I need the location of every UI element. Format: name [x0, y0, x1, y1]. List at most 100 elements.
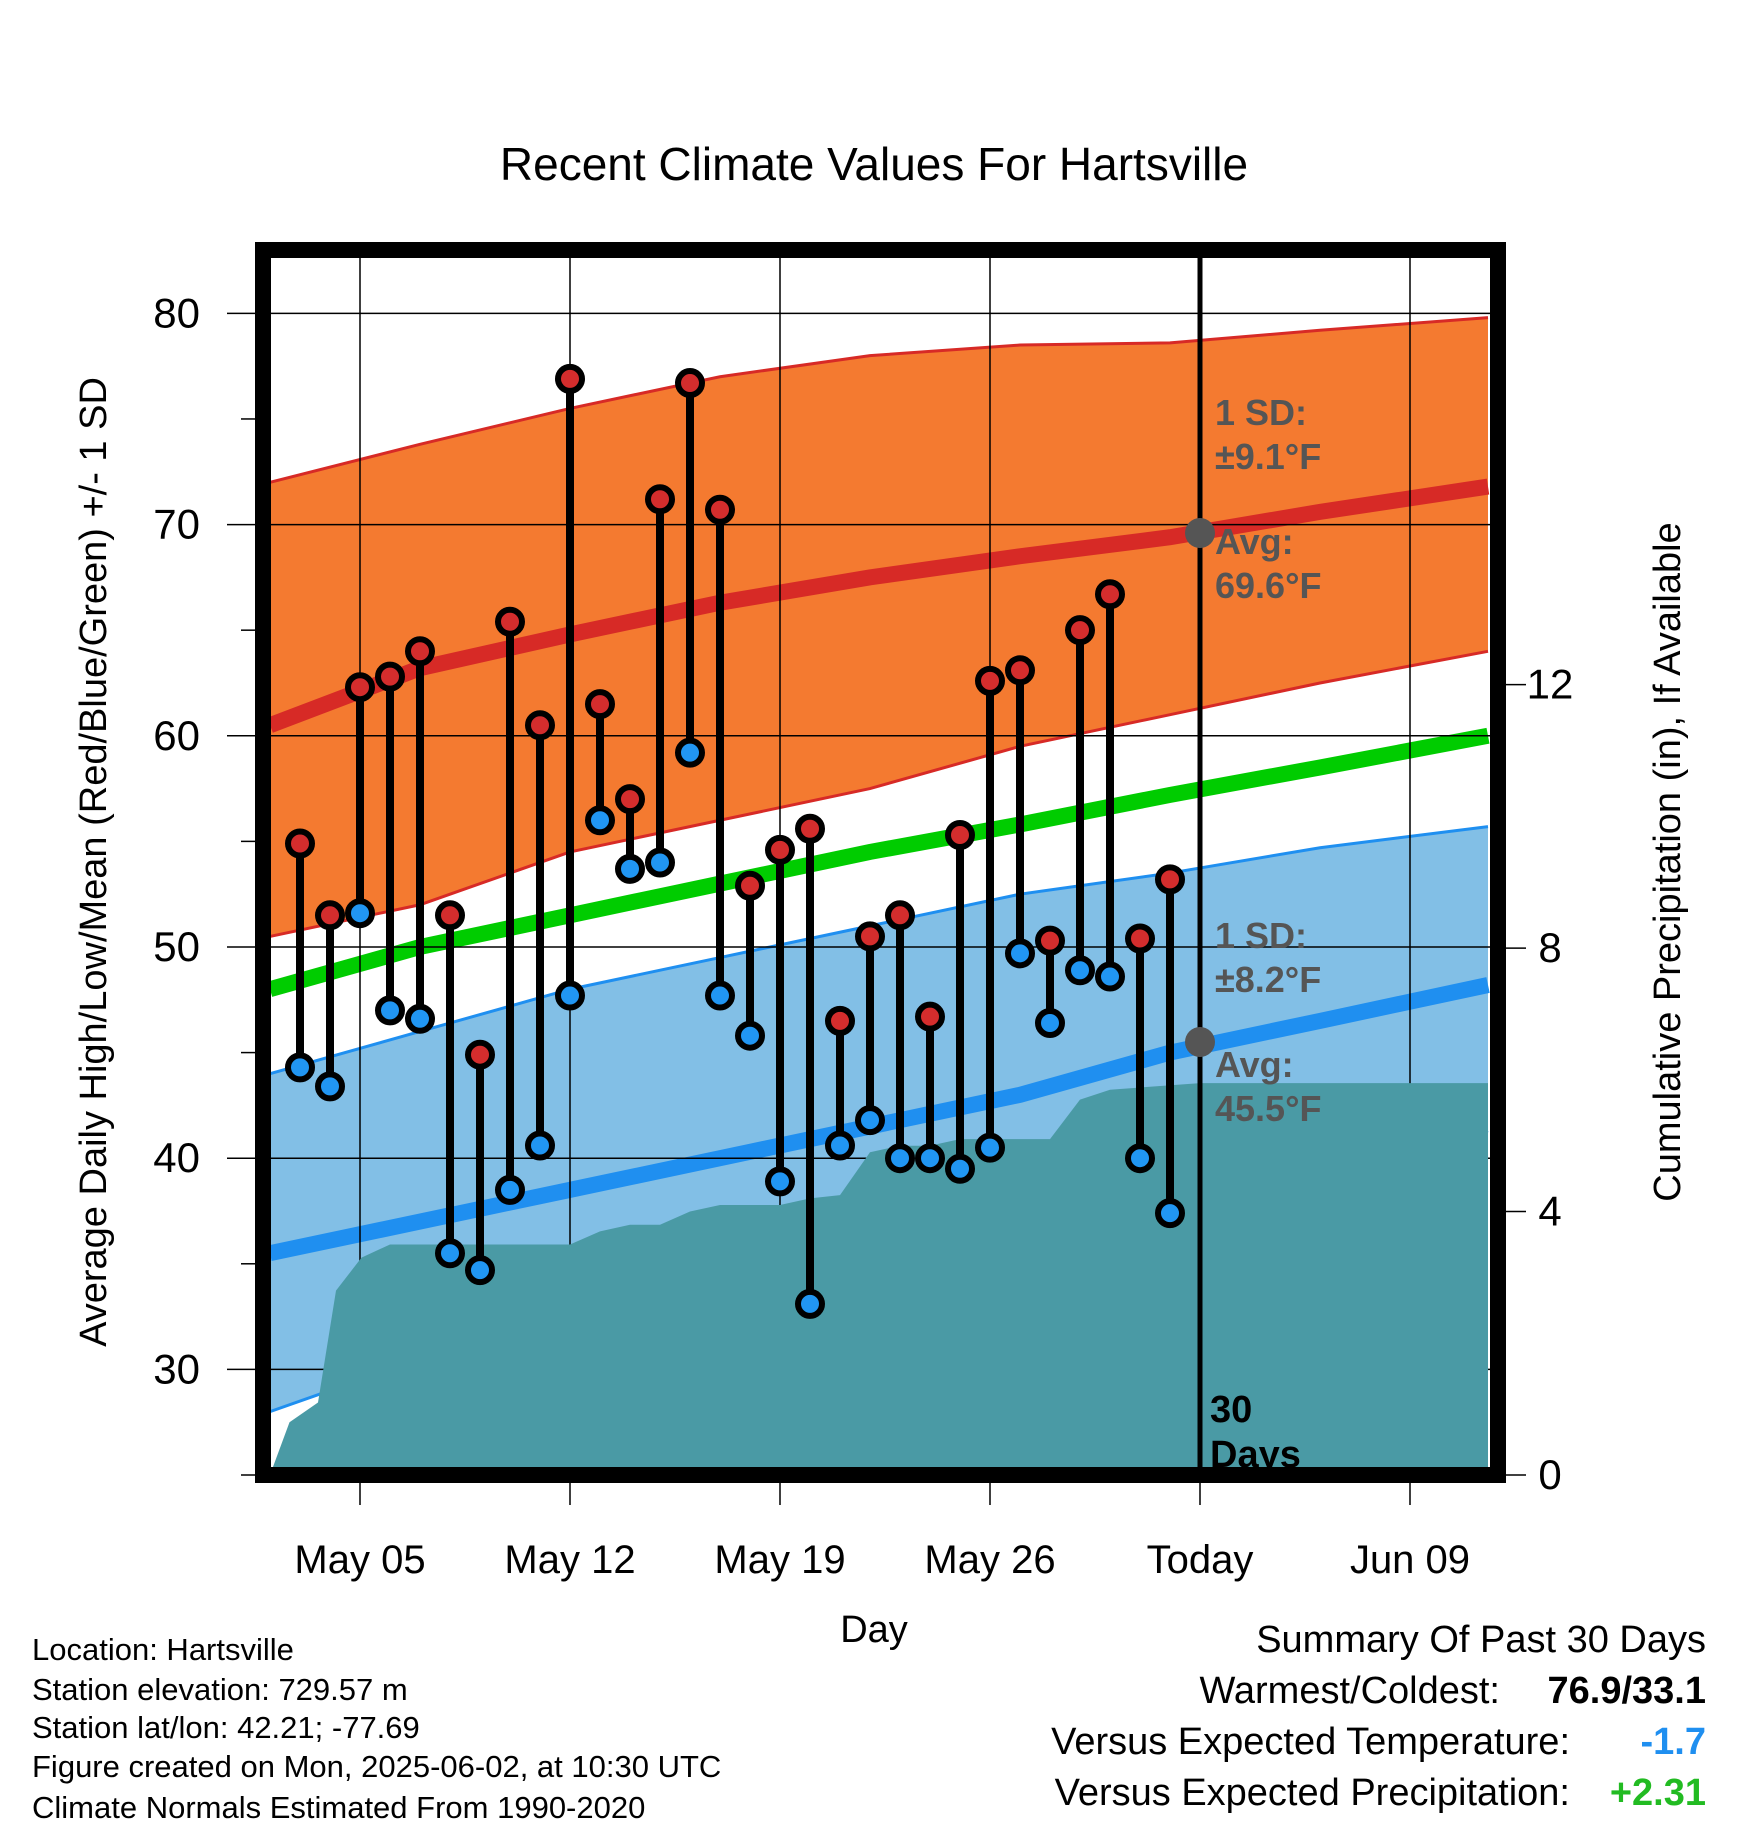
summary-precip-value: +2.31 — [1610, 1772, 1706, 1814]
left-tick-label: 40 — [153, 1134, 200, 1181]
obs-high-point — [1155, 864, 1185, 895]
sd-high-label: 1 SD: — [1215, 392, 1307, 433]
obs-low-point — [645, 847, 675, 878]
footer-latlon: Station lat/lon: 42.21; -77.69 — [32, 1710, 420, 1745]
obs-low-point — [555, 980, 585, 1011]
obs-low-point — [585, 805, 615, 836]
mean-line — [267, 727, 1490, 997]
right-tick-label: 12 — [1527, 661, 1574, 708]
high-sd-upper-line — [269, 316, 1489, 484]
obs-high-point — [285, 828, 315, 859]
obs-high-point — [315, 900, 345, 931]
sd-low-label: 1 SD: — [1215, 915, 1307, 956]
x-axis-label: Day — [840, 1609, 908, 1651]
obs-low-point — [525, 1130, 555, 1161]
obs-high-point — [915, 1001, 945, 1032]
summary-temp-label: Versus Expected Temperature: — [1051, 1721, 1570, 1763]
observations — [285, 363, 1215, 1319]
obs-high-point — [465, 1039, 495, 1070]
summary-box: Summary Of Past 30 Days Warmest/Coldest:… — [1051, 1619, 1706, 1814]
obs-low-point — [615, 853, 645, 884]
obs-high-point — [555, 363, 585, 394]
left-tick-label: 70 — [153, 501, 200, 548]
obs-low-point — [1125, 1143, 1155, 1174]
obs-low-point — [915, 1143, 945, 1174]
obs-low-point — [855, 1105, 885, 1136]
high-average-line — [267, 478, 1490, 733]
x-tick-label: May 12 — [504, 1538, 635, 1582]
obs-high-point — [405, 636, 435, 667]
obs-high-point — [1125, 923, 1155, 954]
precip-area — [270, 1083, 1488, 1475]
obs-high-point — [705, 494, 735, 525]
high-sd-lower-line — [269, 649, 1489, 938]
obs-high-point — [675, 368, 705, 399]
obs-low-point — [735, 1020, 765, 1051]
obs-low-point — [1155, 1198, 1185, 1229]
obs-low-point — [675, 737, 705, 768]
x-tick-label: May 19 — [714, 1538, 845, 1582]
footer-elevation: Station elevation: 729.57 m — [32, 1672, 408, 1707]
obs-low-point — [795, 1288, 825, 1319]
today-days-label-line1: 30 — [1210, 1389, 1252, 1431]
right-tick-label: 4 — [1538, 1188, 1561, 1235]
obs-low-point — [945, 1153, 975, 1184]
obs-high-point — [1095, 579, 1125, 610]
footer-normals: Climate Normals Estimated From 1990-2020 — [32, 1790, 645, 1825]
left-tick-label: 50 — [153, 923, 200, 970]
obs-high-point — [645, 484, 675, 515]
obs-low-point — [435, 1238, 465, 1269]
summary-warmest-label: Warmest/Coldest: — [1199, 1670, 1500, 1712]
annotations: 1 SD: ±9.1°F Avg: 69.6°F 1 SD: ±8.2°F Av… — [1210, 392, 1321, 1476]
obs-high-point — [885, 900, 915, 931]
left-tick-label: 30 — [153, 1345, 200, 1392]
obs-high-point — [765, 834, 795, 865]
avg-low-label: Avg: — [1215, 1044, 1294, 1085]
obs-low-point — [1095, 961, 1125, 992]
x-tick-label: Today — [1147, 1538, 1254, 1582]
obs-low-point — [465, 1255, 495, 1286]
y-axis-label-left: Average Daily High/Low/Mean (Red/Blue/Gr… — [73, 377, 115, 1347]
axes: 30 40 50 60 70 80 0 4 8 12 May 05 May 12 May 19 May 2… — [153, 289, 1573, 1582]
obs-high-point — [1035, 925, 1065, 956]
x-tick-label: May 26 — [924, 1538, 1055, 1582]
avg-high-label: Avg: — [1215, 521, 1294, 562]
summary-warmest-value: 76.9/33.1 — [1548, 1670, 1706, 1712]
chart-title: Recent Climate Values For Hartsville — [500, 138, 1248, 190]
obs-high-point — [495, 606, 525, 637]
right-tick-label: 8 — [1538, 924, 1561, 971]
obs-high-point — [825, 1005, 855, 1036]
obs-high-point — [975, 665, 1005, 696]
summary-title: Summary Of Past 30 Days — [1256, 1619, 1706, 1661]
obs-high-point — [585, 689, 615, 720]
sd-high-value: ±9.1°F — [1215, 436, 1321, 477]
obs-low-point — [285, 1052, 315, 1083]
avg-high-value: 69.6°F — [1215, 565, 1321, 606]
obs-high-point — [345, 672, 375, 703]
obs-low-point — [405, 1003, 435, 1034]
obs-high-point — [1065, 615, 1095, 646]
footer-info: Location: Hartsville Station elevation: … — [32, 1632, 721, 1825]
obs-high-point — [615, 784, 645, 815]
obs-high-point — [375, 661, 405, 692]
left-tick-label: 80 — [153, 289, 200, 336]
summary-precip-label: Versus Expected Precipitation: — [1055, 1772, 1570, 1814]
today-high-average-marker — [1185, 518, 1215, 549]
obs-low-point — [765, 1166, 795, 1197]
obs-low-point — [705, 980, 735, 1011]
footer-location: Location: Hartsville — [32, 1632, 294, 1667]
obs-low-point — [1065, 955, 1095, 986]
precipitation-area — [270, 250, 1488, 1475]
obs-low-point — [1035, 1008, 1065, 1039]
obs-low-point — [975, 1132, 1005, 1163]
obs-high-point — [435, 900, 465, 931]
obs-high-point — [1005, 655, 1035, 686]
obs-high-point — [525, 710, 555, 741]
obs-low-point — [825, 1130, 855, 1161]
obs-low-point — [375, 995, 405, 1026]
obs-high-point — [945, 820, 975, 851]
obs-low-point — [885, 1143, 915, 1174]
avg-low-value: 45.5°F — [1215, 1088, 1321, 1129]
today-low-average-marker — [1185, 1027, 1215, 1058]
